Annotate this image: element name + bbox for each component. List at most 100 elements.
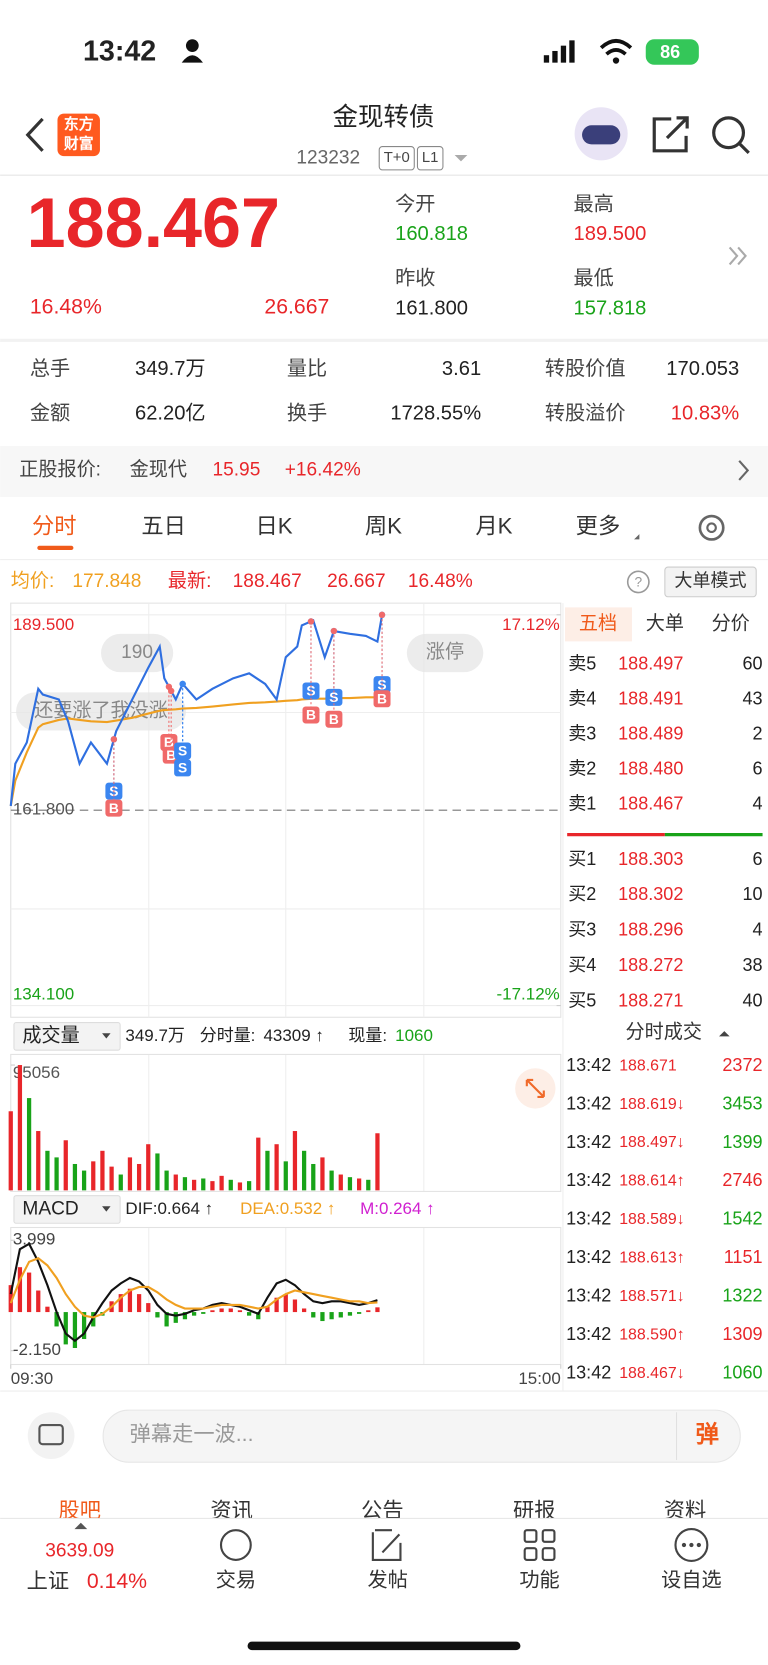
index-change: 0.14% [87, 1570, 147, 1593]
book-price: 188.489 [618, 724, 683, 744]
macd-bar [329, 1312, 334, 1320]
trade-time: 13:42 [566, 1055, 611, 1075]
info-change: 26.667 [327, 571, 385, 592]
volume-bar [246, 1181, 252, 1191]
nav-item[interactable]: 设自选 [661, 1568, 721, 1591]
chart-tab[interactable]: 周K [365, 514, 402, 539]
stat-label: 昨收 [395, 267, 435, 290]
more-dots [681, 1542, 701, 1548]
macd-bar [173, 1312, 178, 1323]
volume-bar [201, 1178, 206, 1191]
macd-bar [191, 1312, 197, 1316]
nav-item[interactable]: 功能 [519, 1568, 559, 1591]
x-tick-label: 15:00 [518, 1369, 560, 1388]
volume-bar [45, 1150, 50, 1191]
comment-placeholder[interactable]: 弹幕走一波... [130, 1422, 254, 1446]
tag: T+0 [384, 150, 410, 166]
marker-dot [179, 680, 186, 688]
indicator-select[interactable] [13, 1022, 121, 1051]
book-level: 买4 [568, 955, 596, 975]
trade-price: 188.671 [619, 1057, 677, 1074]
chart-tab[interactable]: 日K [256, 514, 293, 539]
indicator-name[interactable]: MACD [22, 1199, 78, 1220]
index-value[interactable]: 3639.09 [45, 1540, 114, 1561]
volume-bar [155, 1153, 160, 1191]
volume-bar [72, 1163, 78, 1191]
volume-bar [54, 1157, 59, 1191]
page-title: 金现转债 [333, 104, 435, 132]
avatar [582, 125, 621, 145]
trade-time: 13:42 [566, 1362, 611, 1382]
dif-label: DIF:0.664 ↑ [125, 1199, 213, 1218]
trade-price: 188.589↓ [619, 1211, 684, 1228]
macd-bar [201, 1312, 206, 1314]
x-tick-label: 09:30 [11, 1369, 53, 1388]
chart-tab[interactable]: 更多 [576, 514, 621, 539]
expand-icon[interactable] [74, 1522, 88, 1530]
chart-tab[interactable]: 五日 [141, 514, 186, 539]
macd-bar [256, 1312, 261, 1320]
trade-price: 188.467↓ [619, 1365, 684, 1382]
m-label: M:0.264 ↑ [360, 1199, 435, 1218]
trade-marker [325, 688, 343, 706]
book-tab[interactable]: 大单 [646, 612, 684, 634]
macd-bar [320, 1312, 325, 1322]
stat-label: 最高 [574, 192, 614, 215]
book-tab[interactable]: 分价 [712, 612, 750, 634]
y-tick-label: 134.100 [13, 984, 74, 1003]
logo-text: 财富 [64, 134, 94, 152]
trade-price: 188.590↑ [619, 1326, 684, 1343]
more-arrow[interactable] [728, 246, 747, 266]
danmaku-toggle[interactable] [27, 1412, 75, 1459]
book-tab[interactable]: 五档 [579, 612, 617, 634]
book-price: 188.296 [618, 920, 683, 940]
trade-price: 188.619↓ [619, 1096, 684, 1113]
chart-tab[interactable]: 分时 [32, 514, 77, 539]
book-level: 卖2 [568, 759, 596, 779]
book-volume: 6 [753, 849, 763, 869]
settings-button [706, 522, 717, 534]
nav-item[interactable]: 发帖 [368, 1568, 408, 1591]
volume-bar [81, 1170, 87, 1191]
nav-icons [219, 1528, 709, 1562]
search-button[interactable] [738, 142, 750, 155]
help-icon[interactable] [626, 570, 650, 594]
share-button[interactable] [652, 116, 689, 153]
search-button[interactable] [712, 116, 746, 150]
indicator-select[interactable] [13, 1195, 121, 1224]
macd-bar [36, 1290, 41, 1313]
indicator-name[interactable]: 成交量 [22, 1024, 79, 1046]
macd-bar [265, 1306, 270, 1313]
book-price: 188.497 [618, 653, 683, 673]
macd-bar [274, 1297, 279, 1313]
y-tick-label: 95056 [13, 1063, 60, 1082]
danmaku-button[interactable]: 弹 [696, 1421, 719, 1447]
stat-value: 160.818 [395, 223, 468, 245]
book-price: 188.302 [618, 884, 683, 904]
book-volume: 43 [742, 689, 762, 709]
stock-name: 金现代 [130, 458, 187, 480]
dropdown-icon[interactable] [454, 155, 468, 162]
danmaku-toggle [38, 1423, 64, 1446]
chart-tab[interactable]: 月K [475, 514, 512, 539]
trade-price: 188.497↓ [619, 1134, 684, 1151]
trade-marker [373, 690, 391, 708]
settings-button[interactable] [698, 514, 725, 541]
comment-input[interactable] [102, 1409, 741, 1463]
mode-button[interactable] [664, 566, 757, 598]
stock-quote-bar[interactable] [0, 445, 768, 497]
macd-bar [164, 1312, 169, 1327]
nav-item[interactable]: 交易 [216, 1568, 256, 1591]
marker-label: B [377, 691, 387, 706]
trade-time: 13:42 [566, 1209, 611, 1229]
volume-bar [127, 1157, 133, 1191]
trade-marker [174, 759, 192, 777]
volume-bar [237, 1182, 243, 1191]
volume-bar [173, 1174, 178, 1191]
trade-time: 13:42 [566, 1247, 611, 1267]
volume-bar [63, 1140, 68, 1191]
sub-tab[interactable]: 股吧 [59, 1500, 101, 1523]
back-button[interactable] [25, 117, 44, 152]
book-level: 卖5 [568, 653, 596, 673]
volume-total: 349.7万 [125, 1026, 184, 1045]
